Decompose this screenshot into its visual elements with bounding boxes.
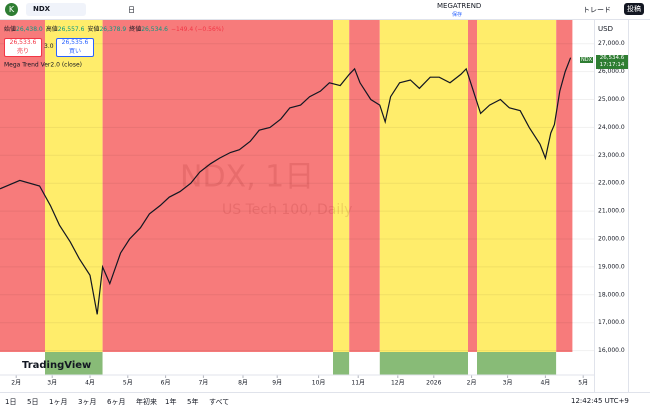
y-tick-label: 17,000.0 bbox=[598, 319, 625, 326]
interval[interactable]: 日 bbox=[128, 6, 135, 14]
trend-band bbox=[102, 20, 333, 352]
layout-name[interactable]: MEGATREND bbox=[437, 2, 482, 10]
trend-band bbox=[477, 20, 557, 352]
indicator-band bbox=[379, 352, 468, 375]
trend-band bbox=[45, 20, 103, 352]
price-tag-symbol: NDX bbox=[580, 57, 594, 63]
indicator-band bbox=[45, 352, 103, 375]
range-button[interactable]: 6ヶ月 bbox=[107, 398, 126, 406]
sell-button[interactable]: 26,533.6 売り bbox=[4, 38, 42, 57]
range-button[interactable]: 3ヶ月 bbox=[78, 398, 97, 406]
price-line bbox=[0, 57, 572, 315]
brand: TradingView bbox=[22, 360, 91, 371]
y-tick-label: 24,000.0 bbox=[598, 124, 625, 131]
range-button[interactable]: 5日 bbox=[27, 398, 39, 406]
trend-band bbox=[333, 20, 350, 352]
ohlc-value: 26,534.6 bbox=[141, 26, 168, 33]
ohlc-value: 26,378.9 bbox=[99, 26, 127, 33]
watermark-sub: US Tech 100, Daily bbox=[222, 202, 352, 218]
x-tick-label: 12月 bbox=[391, 380, 405, 387]
ohlc-label: 安値 bbox=[87, 26, 100, 33]
y-tick-label: 21,000.0 bbox=[598, 208, 625, 215]
indicator-band bbox=[102, 352, 333, 375]
ohlc-label: 高値 bbox=[45, 26, 58, 33]
indicator-band bbox=[333, 352, 350, 375]
trade[interactable]: トレード bbox=[583, 6, 611, 14]
y-tick-label: 26,000.0 bbox=[598, 68, 625, 75]
indicator-band bbox=[0, 352, 45, 375]
trend-band bbox=[379, 20, 468, 352]
y-tick-label: 22,000.0 bbox=[598, 180, 625, 187]
save[interactable]: 保存 bbox=[452, 12, 463, 18]
range-button[interactable]: すべて bbox=[209, 398, 230, 406]
x-tick-label: 2026 bbox=[426, 380, 441, 387]
symbol-search[interactable] bbox=[26, 3, 86, 16]
x-tick-label: 11月 bbox=[351, 380, 365, 387]
axis-border bbox=[594, 20, 595, 392]
ohlc-legend: 始値26,438.0 高値26,557.6 安値26,378.9 終値26,534.6… bbox=[4, 24, 224, 33]
x-tick-label: 6月 bbox=[161, 380, 171, 387]
trend-band bbox=[0, 20, 45, 352]
watermark: NDX, 1日 bbox=[180, 160, 314, 195]
x-tick-label: 2月 bbox=[467, 380, 477, 387]
post[interactable]: 投稿 bbox=[624, 3, 644, 15]
x-tick-label: 4月 bbox=[540, 380, 550, 387]
bottom-bar: 12:42:45 UTC+9 1日 5日 1ヶ月 3ヶ月 6ヶ月 年初来 1年 5年 すべて bbox=[0, 392, 650, 410]
x-tick-label: 7月 bbox=[198, 380, 208, 387]
currency: USD bbox=[598, 25, 613, 33]
clock: 12:42:45 UTC+9 bbox=[571, 397, 629, 405]
logo-button[interactable]: K bbox=[5, 3, 18, 16]
indicator-band bbox=[556, 352, 573, 375]
indicator-band bbox=[349, 352, 380, 375]
spread: 3.0 bbox=[44, 43, 54, 50]
ohlc-value: 26,557.6 bbox=[57, 26, 85, 33]
indicator-band bbox=[477, 352, 557, 375]
y-tick-label: 16,000.0 bbox=[598, 347, 625, 354]
toolbar: K NDX 日 MEGATREND 保存 トレード 投稿 bbox=[0, 0, 650, 20]
ohlc-value: 26,438.0 bbox=[16, 26, 43, 33]
x-tick-label: 3月 bbox=[47, 380, 57, 387]
x-tick-label: 5月 bbox=[578, 380, 588, 387]
y-tick-label: 19,000.0 bbox=[598, 263, 625, 270]
x-tick-label: 5月 bbox=[123, 380, 133, 387]
range-button[interactable]: 1年 bbox=[165, 398, 177, 406]
change: −149.4 (−0.56%) bbox=[170, 26, 224, 33]
y-tick-label: 18,000.0 bbox=[598, 291, 625, 298]
y-tick-label: 27,000.0 bbox=[598, 40, 625, 47]
y-tick-label: 25,000.0 bbox=[598, 96, 625, 103]
x-tick-label: 10月 bbox=[312, 380, 326, 387]
range-button[interactable]: 1ヶ月 bbox=[49, 398, 68, 406]
symbol[interactable]: NDX bbox=[33, 5, 51, 13]
x-tick-label: 3月 bbox=[503, 380, 513, 387]
price-tag: 26,534.6 17:17:14 bbox=[596, 55, 628, 69]
range-button[interactable]: 1日 bbox=[5, 398, 17, 406]
x-tick-label: 4月 bbox=[85, 380, 95, 387]
indicator-name: Mega Trend Ver2.0 (close) bbox=[4, 62, 82, 69]
ohlc-label: 始値 bbox=[4, 26, 17, 33]
x-tick-label: 8月 bbox=[238, 380, 248, 387]
range-button[interactable]: 年初来 bbox=[136, 398, 157, 406]
sidebar-border bbox=[628, 20, 629, 392]
x-tick-label: 9月 bbox=[272, 380, 282, 387]
y-tick-label: 23,000.0 bbox=[598, 152, 625, 159]
buy-button[interactable]: 26,535.6 買い bbox=[56, 38, 94, 57]
trend-band bbox=[556, 20, 573, 352]
trend-band bbox=[349, 20, 380, 352]
x-tick-label: 2月 bbox=[11, 380, 21, 387]
range-button[interactable]: 5年 bbox=[187, 398, 199, 406]
y-tick-label: 20,000.0 bbox=[598, 236, 625, 243]
indicator-band bbox=[468, 352, 477, 375]
trend-band bbox=[468, 20, 477, 352]
ohlc-label: 終値 bbox=[129, 26, 142, 33]
